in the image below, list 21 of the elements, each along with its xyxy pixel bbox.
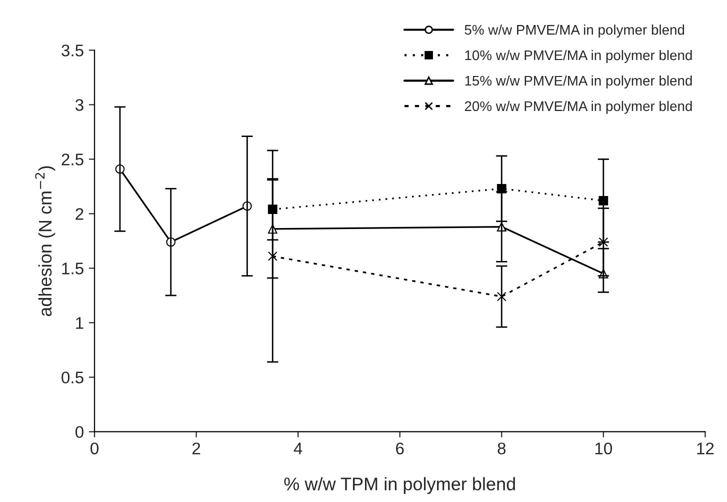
x-tick-label: 6: [396, 442, 404, 454]
x-axis-title: % w/w TPM in polymer blend: [284, 477, 515, 494]
y-tick-label: 1: [76, 317, 84, 329]
x-tick-label: 4: [294, 442, 302, 454]
y-tick-label: 1.5: [62, 262, 84, 274]
y-tick-label: 3: [75, 99, 84, 111]
x-tick-label: 10: [595, 442, 612, 454]
y-tick-label: 2.5: [62, 154, 84, 166]
x-tick-label: 2: [192, 442, 200, 454]
x-tick-label: 0: [90, 442, 98, 454]
legend-label: 5% w/w PMVE/MA in polymer blend: [464, 24, 684, 38]
y-tick-label: 0: [75, 426, 84, 438]
x-tick-label: 8: [498, 442, 506, 454]
legend-label: 20% w/w PMVE/MA in polymer blend: [464, 100, 692, 114]
y-tick-label: 2: [76, 208, 84, 220]
y-tick-label: 3.5: [62, 44, 84, 56]
x-tick-label: 12: [697, 442, 714, 454]
y-tick-label: 0.5: [62, 372, 84, 384]
y-axis-title: adhesion (N cm$^{−2}$): [35, 166, 56, 316]
legend-label: 15% w/w PMVE/MA in polymer blend: [465, 75, 692, 88]
legend-label: 10% w/w PMVE/MA in polymer blend: [465, 50, 692, 63]
